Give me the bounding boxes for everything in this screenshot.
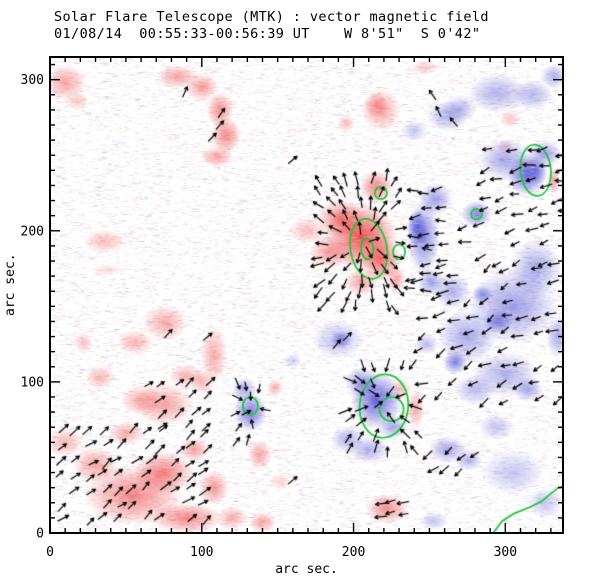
y-tick-label: 100: [21, 375, 44, 390]
figure-subtitle: 01/08/14 00:55:33-00:56:39 UT W 8'51" S …: [54, 26, 481, 42]
plot-frame: [49, 56, 564, 534]
x-tick-label: 0: [46, 545, 54, 560]
x-tick-label: 100: [190, 545, 213, 560]
y-tick-label: 0: [36, 527, 44, 542]
magnetogram-canvas: [50, 57, 563, 533]
y-axis-label: arc sec.: [3, 253, 18, 316]
axis-ticks: [49, 57, 563, 534]
figure-title: Solar Flare Telescope (MTK) : vector mag…: [54, 9, 489, 25]
y-tick-label: 200: [21, 224, 44, 239]
x-tick-label: 300: [494, 545, 517, 560]
x-tick-label: 200: [342, 545, 365, 560]
y-tick-label: 300: [21, 73, 44, 88]
x-axis-label: arc sec.: [275, 562, 338, 577]
tick-labels: 0 100 200 300 0 100 200 300: [21, 73, 518, 560]
